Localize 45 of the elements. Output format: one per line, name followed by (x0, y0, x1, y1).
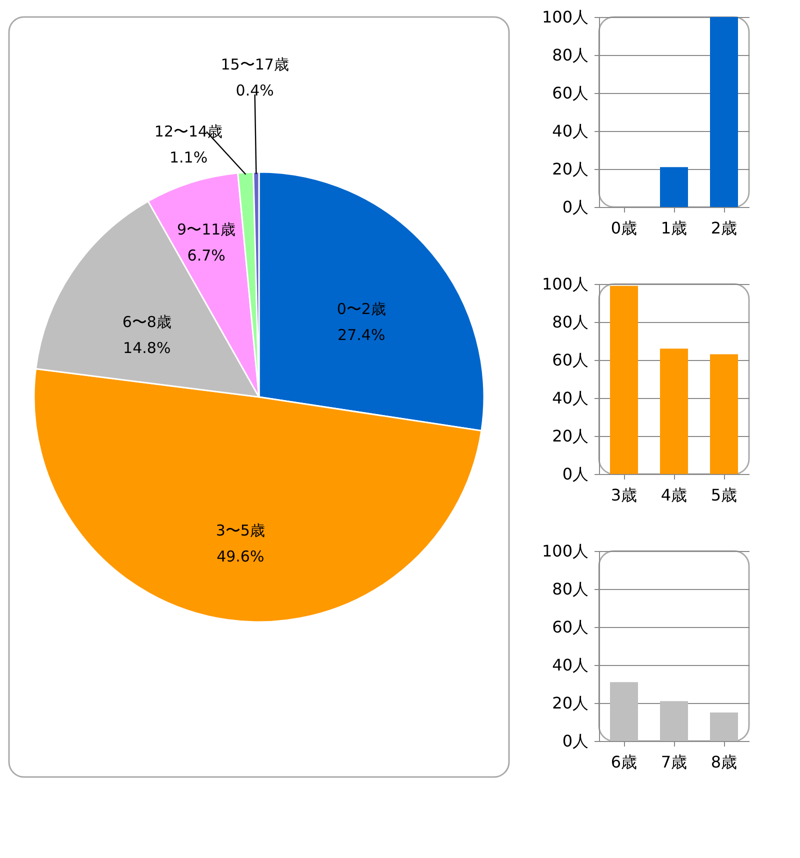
y-tick-label: 0人 (562, 198, 588, 216)
y-tick-label: 40人 (552, 122, 588, 140)
bar (710, 354, 738, 474)
slice-label: 0〜2歳 (336, 300, 386, 318)
bar (610, 286, 638, 474)
x-tick-label: 7歳 (660, 752, 688, 772)
data-label: 27.4% (338, 326, 386, 344)
bar (710, 712, 738, 741)
y-tick-label: 40人 (552, 388, 588, 408)
slice-label: 3〜5歳 (216, 522, 265, 540)
y-tick-label: 80人 (552, 580, 588, 598)
bar (660, 348, 688, 474)
y-tick-label: 0人 (562, 732, 588, 750)
x-tick-label: 6歳 (610, 752, 638, 772)
y-tick-label: 100人 (542, 542, 588, 560)
y-tick-label: 60人 (552, 618, 588, 636)
y-tick-label: 100人 (542, 8, 588, 26)
x-tick-label: 4歳 (660, 486, 688, 504)
y-tick-label: 0人 (562, 464, 588, 484)
slice-label: 15〜17歳 (220, 56, 289, 74)
x-tick-label: 8歳 (710, 752, 738, 772)
x-tick-label: 0歳 (610, 218, 638, 238)
y-tick-label: 20人 (552, 160, 588, 178)
x-tick-label: 2歳 (710, 218, 738, 238)
y-tick-label: 100人 (542, 274, 588, 294)
slice-label: 12〜14歳 (154, 122, 223, 141)
data-label: 1.1% (169, 148, 208, 167)
y-tick-label: 20人 (552, 694, 588, 712)
bar (660, 701, 688, 741)
x-tick-label: 1歳 (660, 218, 688, 238)
x-tick-label: 3歳 (610, 486, 638, 504)
y-tick-label: 80人 (552, 312, 588, 332)
y-tick-label: 80人 (552, 46, 588, 64)
slice-label: 6〜8歳 (122, 312, 172, 331)
slice-label: 9〜11歳 (177, 220, 236, 239)
y-tick-label: 20人 (552, 426, 588, 446)
data-label: 49.6% (216, 548, 264, 566)
y-tick-label: 60人 (552, 350, 588, 370)
data-label: 6.7% (187, 246, 226, 265)
y-tick-label: 60人 (552, 84, 588, 102)
x-tick-label: 5歳 (710, 486, 738, 504)
bar (610, 682, 638, 741)
data-label: 0.4% (236, 82, 274, 100)
data-label: 14.8% (123, 338, 171, 357)
y-tick-label: 40人 (552, 656, 588, 674)
